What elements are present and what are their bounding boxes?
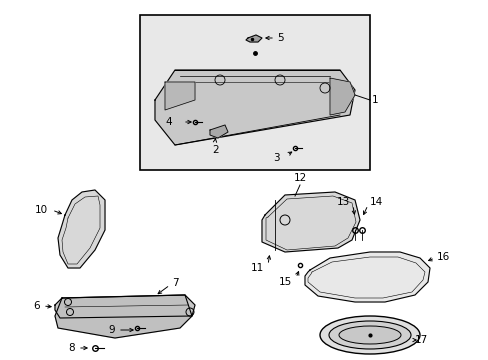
Polygon shape: [55, 295, 195, 318]
Text: 17: 17: [414, 335, 427, 345]
Text: 10: 10: [35, 205, 48, 215]
Text: 15: 15: [278, 277, 291, 287]
Text: 12: 12: [293, 173, 306, 183]
Polygon shape: [55, 295, 192, 338]
Bar: [140, 15, 369, 170]
Text: 9: 9: [108, 325, 115, 335]
Text: 14: 14: [369, 197, 383, 207]
Text: 13: 13: [336, 197, 349, 207]
Polygon shape: [305, 252, 429, 302]
Text: 8: 8: [68, 343, 75, 353]
Ellipse shape: [338, 326, 400, 344]
Polygon shape: [155, 70, 354, 145]
Text: 4: 4: [165, 117, 172, 127]
Ellipse shape: [319, 316, 419, 354]
Text: 3: 3: [273, 153, 280, 163]
Text: 7: 7: [172, 278, 178, 288]
Text: 11: 11: [250, 263, 264, 273]
Text: 5: 5: [276, 33, 283, 43]
Polygon shape: [209, 125, 227, 138]
Ellipse shape: [328, 321, 410, 349]
Polygon shape: [329, 78, 354, 115]
Polygon shape: [164, 82, 195, 110]
Polygon shape: [58, 190, 105, 268]
Text: 6: 6: [33, 301, 40, 311]
Text: 2: 2: [212, 145, 218, 155]
Polygon shape: [262, 192, 359, 252]
Text: 16: 16: [436, 252, 449, 262]
Text: 1: 1: [371, 95, 378, 105]
Polygon shape: [245, 35, 262, 42]
